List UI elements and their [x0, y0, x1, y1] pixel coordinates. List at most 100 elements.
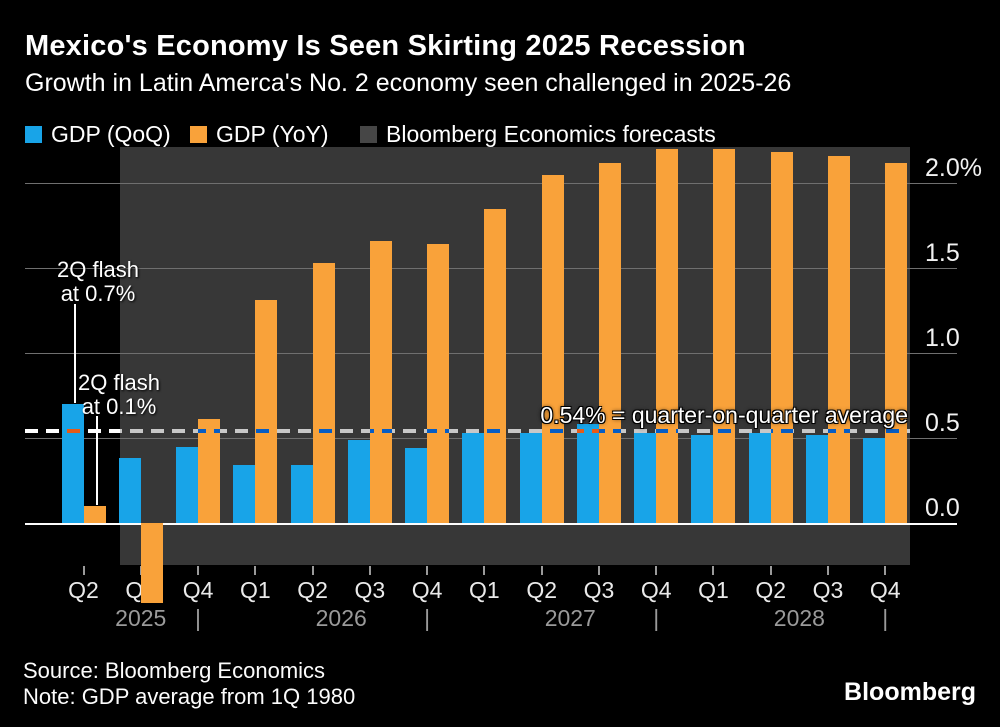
- x-label-Q3-9: Q3: [583, 577, 615, 603]
- annotation-flash-yoy-line2: at 0.1%: [81, 394, 157, 419]
- legend-swatch-yoy-icon: [190, 126, 207, 143]
- bar-qoq-Q3-1: [118, 458, 141, 523]
- annotation-flash-qoq-line1: 2Q flash: [57, 257, 139, 282]
- x-label-Q2-8: Q2: [526, 577, 557, 603]
- bar-yoy-Q4-14: [885, 162, 908, 523]
- annotation-flash-yoy-line1: 2Q flash: [78, 370, 160, 395]
- bar-qoq-Q2-0: [61, 404, 84, 523]
- year-separator-14: |: [882, 605, 889, 631]
- bar-qoq-Q3-5: [347, 439, 370, 523]
- legend: GDP (QoQ) GDP (YoY) Bloomberg Economics …: [0, 121, 1000, 149]
- year-separator-2: |: [195, 605, 202, 631]
- plot-area: [25, 147, 957, 603]
- x-label-Q1-7: Q1: [469, 577, 500, 603]
- bar-yoy-Q4-10: [656, 148, 679, 523]
- annotation-leader-yoy: [96, 416, 98, 505]
- legend-item-gdp-qoq: GDP (QoQ): [25, 121, 171, 148]
- y-axis-label-0.5: 0.5: [925, 409, 960, 437]
- year-label-2028: 2028: [773, 605, 825, 631]
- bar-qoq-Q3-9: [576, 424, 599, 523]
- x-tick-Q4-6: [426, 566, 429, 575]
- x-label-Q3-5: Q3: [354, 577, 386, 603]
- legend-label-qoq: GDP (QoQ): [51, 121, 171, 147]
- x-tick-Q2-4: [311, 566, 314, 575]
- x-tick-Q3-13: [827, 566, 829, 575]
- x-tick-Q2-12: [769, 566, 772, 575]
- legend-swatch-forecast-icon: [360, 126, 377, 143]
- bar-yoy-Q3-13: [828, 155, 850, 523]
- bar-yoy-Q3-1: [140, 523, 163, 603]
- x-label-Q2-4: Q2: [297, 577, 328, 603]
- y-axis-label-1.5: 1.5: [925, 239, 960, 267]
- x-tick-Q4-14: [884, 566, 887, 575]
- x-label-Q2-12: Q2: [755, 577, 787, 603]
- bar-yoy-Q2-0: [83, 506, 106, 523]
- bar-qoq-Q2-8: [519, 432, 542, 523]
- bar-yoy-Q4-6: [427, 244, 450, 523]
- bloomberg-logo: Bloomberg: [844, 678, 976, 706]
- source-text: Source: Bloomberg Economics: [23, 658, 326, 683]
- average-dashed-line: [25, 429, 910, 434]
- note-text: Note: GDP average from 1Q 1980: [23, 684, 356, 709]
- year-label-2026: 2026: [315, 605, 367, 631]
- bar-qoq-Q3-13: [806, 434, 828, 523]
- year-separator-10: |: [653, 605, 660, 631]
- year-label-2027: 2027: [544, 605, 596, 631]
- x-label-Q4-10: Q4: [640, 577, 672, 603]
- bar-qoq-Q4-2: [176, 446, 199, 523]
- x-label-Q4-14: Q4: [869, 577, 901, 603]
- x-tick-Q2-8: [540, 566, 543, 575]
- bar-yoy-Q3-9: [598, 162, 621, 523]
- bar-yoy-Q2-4: [312, 262, 335, 523]
- x-label-Q1-11: Q1: [698, 577, 729, 603]
- x-label-Q4-6: Q4: [411, 577, 443, 603]
- y-axis-label-2.0%: 2.0%: [925, 154, 982, 182]
- annotation-leader-qoq: [74, 304, 76, 403]
- x-tick-Q2-0: [82, 566, 85, 575]
- year-label-2025: 2025: [115, 605, 167, 631]
- gridline-0.0: [25, 523, 957, 525]
- bar-qoq-Q1-3: [233, 465, 256, 523]
- bar-qoq-Q4-14: [863, 438, 886, 523]
- chart-subtitle: Growth in Latin Amerca's No. 2 economy s…: [25, 69, 792, 97]
- legend-label-yoy: GDP (YoY): [216, 121, 329, 147]
- bar-yoy-Q3-5: [369, 240, 392, 523]
- bar-qoq-Q1-11: [691, 434, 714, 523]
- x-label-Q1-3: Q1: [239, 577, 271, 603]
- chart-title: Mexico's Economy Is Seen Skirting 2025 R…: [25, 30, 746, 62]
- y-axis-label-0.0: 0.0: [925, 494, 960, 522]
- bar-yoy-Q2-8: [541, 174, 564, 523]
- year-separator-6: |: [424, 605, 431, 631]
- x-tick-Q3-5: [368, 566, 371, 575]
- bar-yoy-Q1-3: [255, 300, 278, 523]
- legend-item-forecasts: Bloomberg Economics forecasts: [360, 121, 716, 148]
- bar-qoq-Q1-7: [462, 432, 485, 523]
- bar-qoq-Q2-12: [748, 432, 771, 523]
- annotation-flash-qoq-line2: at 0.7%: [60, 281, 136, 306]
- x-tick-Q1-11: [712, 566, 715, 575]
- y-axis-label-1.0: 1.0: [925, 324, 960, 352]
- average-line-label: 0.54% = quarter-on-quarter average: [540, 402, 908, 428]
- annotation-flash-qoq: 2Q flash at 0.7%: [57, 258, 139, 306]
- gridline-2.0%: [25, 183, 957, 184]
- legend-swatch-qoq-icon: [25, 126, 42, 143]
- x-label-Q4-2: Q4: [182, 577, 214, 603]
- x-tick-Q1-3: [254, 566, 257, 575]
- x-label-Q3-13: Q3: [812, 577, 844, 603]
- bar-yoy-Q4-2: [198, 419, 221, 523]
- bar-qoq-Q2-4: [290, 465, 313, 523]
- x-tick-Q1-7: [483, 566, 486, 575]
- x-tick-Q4-10: [655, 566, 658, 575]
- annotation-flash-yoy: 2Q flash at 0.1%: [78, 371, 160, 419]
- x-tick-Q3-9: [597, 566, 600, 575]
- bar-yoy-Q1-11: [713, 148, 736, 523]
- x-label-Q2-0: Q2: [68, 577, 99, 603]
- legend-label-forecasts: Bloomberg Economics forecasts: [386, 121, 716, 147]
- legend-item-gdp-yoy: GDP (YoY): [190, 121, 329, 148]
- bar-qoq-Q4-10: [634, 432, 657, 523]
- bar-qoq-Q4-6: [405, 448, 428, 523]
- bar-yoy-Q2-12: [770, 152, 793, 523]
- bar-yoy-Q1-7: [484, 208, 507, 523]
